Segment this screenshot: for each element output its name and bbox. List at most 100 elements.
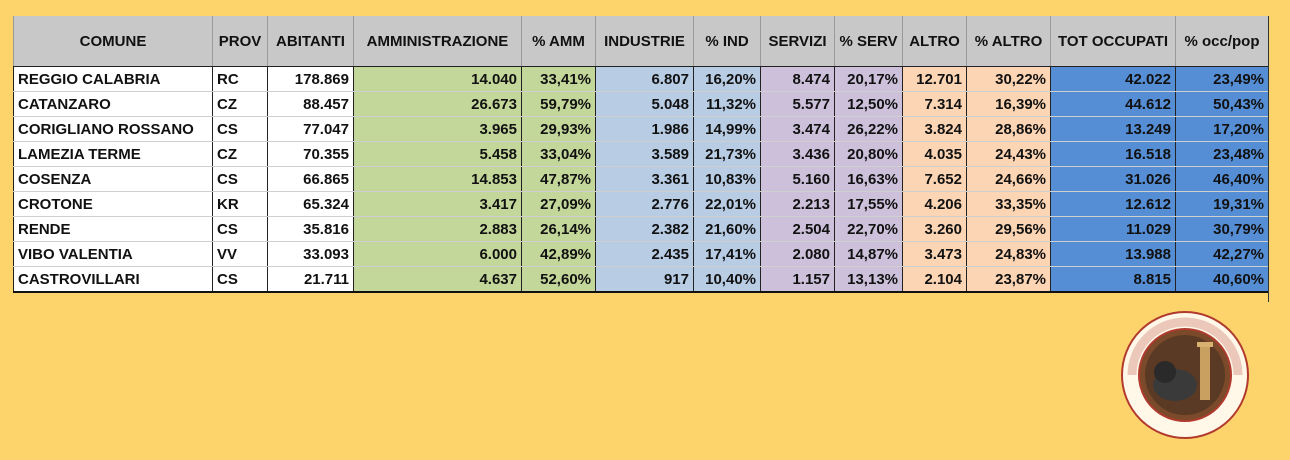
header-industrie[interactable]: INDUSTRIE	[595, 16, 694, 67]
cell-pct-occ-pop[interactable]: 46,40%	[1175, 166, 1269, 192]
header-prov[interactable]: PROV	[212, 16, 268, 67]
cell-altro[interactable]: 12.701	[902, 66, 967, 92]
cell-industrie[interactable]: 1.986	[595, 116, 694, 142]
cell-pct-ind[interactable]: 21,60%	[693, 216, 761, 242]
header-servizi[interactable]: SERVIZI	[760, 16, 835, 67]
cell-industrie[interactable]: 5.048	[595, 91, 694, 117]
cell-pct-serv[interactable]: 20,17%	[834, 66, 903, 92]
cell-prov[interactable]: VV	[212, 241, 268, 267]
header-tot-occupati[interactable]: TOT OCCUPATI	[1050, 16, 1176, 67]
cell-servizi[interactable]: 5.577	[760, 91, 835, 117]
header-pct-occ-pop[interactable]: % occ/pop	[1175, 16, 1269, 67]
cell-tot-occupati[interactable]: 42.022	[1050, 66, 1176, 92]
cell-pct-ind[interactable]: 11,32%	[693, 91, 761, 117]
cell-comune[interactable]: CROTONE	[13, 191, 213, 217]
cell-prov[interactable]: CS	[212, 166, 268, 192]
cell-pct-serv[interactable]: 22,70%	[834, 216, 903, 242]
cell-pct-altro[interactable]: 23,87%	[966, 266, 1051, 293]
cell-altro[interactable]: 2.104	[902, 266, 967, 293]
cell-servizi[interactable]: 2.080	[760, 241, 835, 267]
header-pct-serv[interactable]: % SERV	[834, 16, 903, 67]
cell-altro[interactable]: 3.473	[902, 241, 967, 267]
cell-pct-serv[interactable]: 20,80%	[834, 141, 903, 167]
cell-pct-occ-pop[interactable]: 19,31%	[1175, 191, 1269, 217]
cell-industrie[interactable]: 3.361	[595, 166, 694, 192]
cell-abitanti[interactable]: 178.869	[267, 66, 354, 92]
cell-amministrazione[interactable]: 3.417	[353, 191, 522, 217]
cell-pct-ind[interactable]: 14,99%	[693, 116, 761, 142]
cell-pct-serv[interactable]: 14,87%	[834, 241, 903, 267]
cell-pct-altro[interactable]: 30,22%	[966, 66, 1051, 92]
cell-pct-amm[interactable]: 33,04%	[521, 141, 596, 167]
cell-amministrazione[interactable]: 4.637	[353, 266, 522, 293]
cell-tot-occupati[interactable]: 13.988	[1050, 241, 1176, 267]
cell-pct-amm[interactable]: 42,89%	[521, 241, 596, 267]
cell-amministrazione[interactable]: 14.853	[353, 166, 522, 192]
cell-pct-serv[interactable]: 17,55%	[834, 191, 903, 217]
cell-abitanti[interactable]: 35.816	[267, 216, 354, 242]
cell-pct-occ-pop[interactable]: 50,43%	[1175, 91, 1269, 117]
cell-pct-occ-pop[interactable]: 42,27%	[1175, 241, 1269, 267]
cell-industrie[interactable]: 6.807	[595, 66, 694, 92]
cell-servizi[interactable]: 2.213	[760, 191, 835, 217]
cell-industrie[interactable]: 2.382	[595, 216, 694, 242]
cell-servizi[interactable]: 3.474	[760, 116, 835, 142]
cell-prov[interactable]: CS	[212, 266, 268, 293]
cell-amministrazione[interactable]: 2.883	[353, 216, 522, 242]
cell-comune[interactable]: CATANZARO	[13, 91, 213, 117]
cell-pct-occ-pop[interactable]: 17,20%	[1175, 116, 1269, 142]
cell-tot-occupati[interactable]: 8.815	[1050, 266, 1176, 293]
cell-pct-amm[interactable]: 52,60%	[521, 266, 596, 293]
cell-comune[interactable]: LAMEZIA TERME	[13, 141, 213, 167]
cell-pct-altro[interactable]: 24,66%	[966, 166, 1051, 192]
cell-prov[interactable]: CZ	[212, 91, 268, 117]
cell-pct-altro[interactable]: 24,43%	[966, 141, 1051, 167]
header-altro[interactable]: ALTRO	[902, 16, 967, 67]
cell-altro[interactable]: 4.206	[902, 191, 967, 217]
cell-pct-ind[interactable]: 10,83%	[693, 166, 761, 192]
cell-tot-occupati[interactable]: 31.026	[1050, 166, 1176, 192]
cell-pct-altro[interactable]: 28,86%	[966, 116, 1051, 142]
cell-amministrazione[interactable]: 26.673	[353, 91, 522, 117]
cell-pct-occ-pop[interactable]: 23,49%	[1175, 66, 1269, 92]
cell-pct-ind[interactable]: 17,41%	[693, 241, 761, 267]
cell-abitanti[interactable]: 66.865	[267, 166, 354, 192]
cell-industrie[interactable]: 917	[595, 266, 694, 293]
cell-servizi[interactable]: 2.504	[760, 216, 835, 242]
cell-prov[interactable]: CS	[212, 116, 268, 142]
cell-pct-amm[interactable]: 33,41%	[521, 66, 596, 92]
cell-abitanti[interactable]: 33.093	[267, 241, 354, 267]
cell-altro[interactable]: 3.824	[902, 116, 967, 142]
cell-amministrazione[interactable]: 14.040	[353, 66, 522, 92]
cell-amministrazione[interactable]: 5.458	[353, 141, 522, 167]
cell-pct-occ-pop[interactable]: 23,48%	[1175, 141, 1269, 167]
cell-pct-amm[interactable]: 59,79%	[521, 91, 596, 117]
cell-tot-occupati[interactable]: 44.612	[1050, 91, 1176, 117]
cell-pct-serv[interactable]: 13,13%	[834, 266, 903, 293]
cell-abitanti[interactable]: 77.047	[267, 116, 354, 142]
cell-comune[interactable]: CORIGLIANO ROSSANO	[13, 116, 213, 142]
cell-pct-altro[interactable]: 33,35%	[966, 191, 1051, 217]
cell-abitanti[interactable]: 88.457	[267, 91, 354, 117]
cell-pct-ind[interactable]: 22,01%	[693, 191, 761, 217]
cell-tot-occupati[interactable]: 11.029	[1050, 216, 1176, 242]
cell-pct-amm[interactable]: 27,09%	[521, 191, 596, 217]
cell-prov[interactable]: CZ	[212, 141, 268, 167]
cell-amministrazione[interactable]: 3.965	[353, 116, 522, 142]
cell-comune[interactable]: RENDE	[13, 216, 213, 242]
cell-abitanti[interactable]: 21.711	[267, 266, 354, 293]
cell-prov[interactable]: RC	[212, 66, 268, 92]
cell-pct-occ-pop[interactable]: 30,79%	[1175, 216, 1269, 242]
cell-pct-amm[interactable]: 47,87%	[521, 166, 596, 192]
cell-altro[interactable]: 3.260	[902, 216, 967, 242]
cell-comune[interactable]: REGGIO CALABRIA	[13, 66, 213, 92]
cell-prov[interactable]: KR	[212, 191, 268, 217]
cell-pct-ind[interactable]: 16,20%	[693, 66, 761, 92]
cell-industrie[interactable]: 2.435	[595, 241, 694, 267]
cell-pct-serv[interactable]: 16,63%	[834, 166, 903, 192]
cell-tot-occupati[interactable]: 16.518	[1050, 141, 1176, 167]
header-pct-amm[interactable]: % AMM	[521, 16, 596, 67]
cell-comune[interactable]: COSENZA	[13, 166, 213, 192]
header-abitanti[interactable]: ABITANTI	[267, 16, 354, 67]
cell-amministrazione[interactable]: 6.000	[353, 241, 522, 267]
